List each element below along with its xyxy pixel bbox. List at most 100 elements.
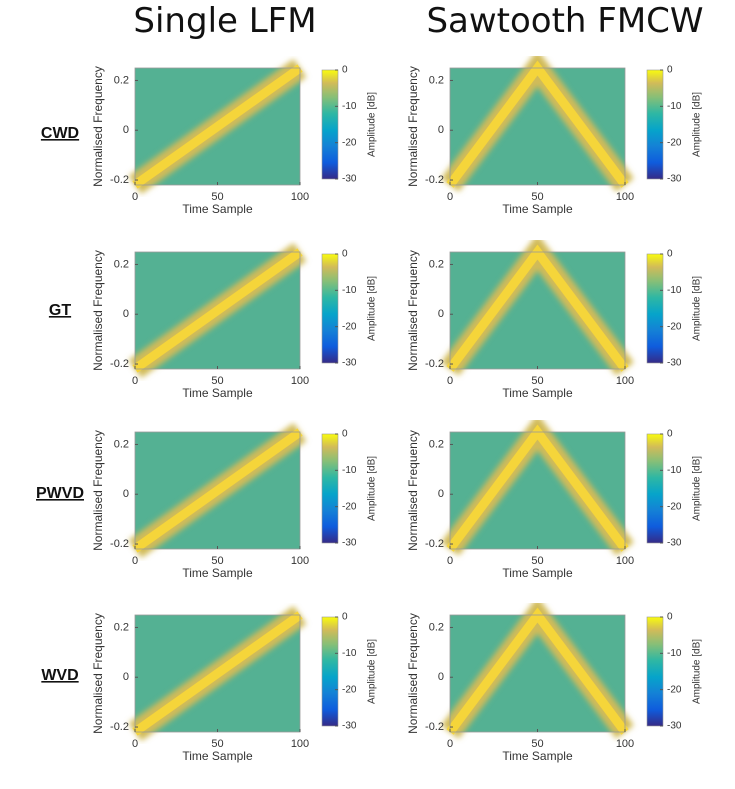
x-axis-label: Time Sample [502,749,573,763]
colorbar [646,616,664,727]
colorbar-label: Amplitude [dB] [367,456,378,521]
x-tick-label: 50 [211,555,223,567]
texture [450,252,625,369]
colorbar-tick-label: -20 [342,684,357,695]
colorbar-tick-label: 0 [667,612,673,623]
colorbar-tick-label: 0 [342,612,348,623]
x-tick-label: 100 [616,738,634,750]
y-tick-label: -0.2 [425,538,444,550]
x-axis-label: Time Sample [502,386,573,400]
colorbar-tick-label: -10 [342,465,357,476]
x-tick-label: 50 [211,738,223,750]
x-axis-label: Time Sample [502,566,573,580]
y-tick-label: -0.2 [425,721,444,733]
texture [450,432,625,549]
y-tick-label: 0.2 [429,438,444,450]
column-title: Single LFM [133,1,316,41]
y-tick-label: -0.2 [110,721,129,733]
colorbar-label: Amplitude [dB] [367,92,378,157]
colorbar-label: Amplitude [dB] [692,276,703,341]
plot-area [450,252,625,369]
y-tick-label: 0.2 [429,621,444,633]
x-axis-label: Time Sample [182,566,253,580]
colorbar-tick-label: -10 [342,101,357,112]
x-tick-label: 100 [291,738,309,750]
x-tick-label: 50 [531,555,543,567]
colorbar-label: Amplitude [dB] [692,639,703,704]
colorbar-tick-label: -30 [667,174,682,185]
x-axis-label: Time Sample [182,386,253,400]
colorbar-tick-label: -30 [342,174,357,185]
y-axis-label: Normalised Frequency [406,66,420,187]
colorbar [646,433,664,544]
x-tick-label: 100 [616,555,634,567]
x-tick-label: 0 [132,375,138,387]
y-tick-label: 0 [123,124,129,136]
y-axis-label: Normalised Frequency [406,613,420,734]
colorbar-tick-label: -20 [667,137,682,148]
y-tick-label: 0.2 [429,258,444,270]
y-tick-label: 0.2 [114,438,129,450]
x-tick-label: 0 [447,375,453,387]
colorbar-tick-label: 0 [667,429,673,440]
plot-area [450,615,625,732]
colorbar-tick-label: -30 [342,358,357,369]
row-label: WVD [41,667,78,684]
row-label: CWD [41,125,79,142]
colorbar-tick-label: -10 [342,648,357,659]
colorbar-label: Amplitude [dB] [692,456,703,521]
y-tick-label: 0 [123,308,129,320]
y-tick-label: 0.2 [114,74,129,86]
x-tick-label: 100 [291,375,309,387]
plot-area [450,68,625,185]
x-tick-label: 0 [132,555,138,567]
colorbar [321,433,339,544]
colorbar-tick-label: -20 [667,501,682,512]
colorbar-tick-label: -20 [667,321,682,332]
x-tick-label: 0 [447,191,453,203]
texture [450,615,625,732]
x-tick-label: 0 [447,555,453,567]
colorbar-tick-label: -10 [667,648,682,659]
colorbar [646,69,664,180]
x-tick-label: 100 [291,191,309,203]
y-tick-label: 0 [123,671,129,683]
colorbar-tick-label: -10 [667,465,682,476]
y-tick-label: -0.2 [110,174,129,186]
y-axis-label: Normalised Frequency [91,613,105,734]
x-tick-label: 0 [447,738,453,750]
colorbar [321,253,339,364]
y-tick-label: 0 [438,488,444,500]
y-axis-label: Normalised Frequency [91,430,105,551]
texture [450,68,625,185]
y-tick-label: 0 [438,124,444,136]
x-tick-label: 100 [616,191,634,203]
y-tick-label: 0 [438,308,444,320]
colorbar-tick-label: 0 [667,65,673,76]
y-tick-label: 0.2 [114,258,129,270]
y-axis-label: Normalised Frequency [406,430,420,551]
y-tick-label: 0.2 [429,74,444,86]
colorbar-tick-label: 0 [342,249,348,260]
colorbar-tick-label: -10 [667,285,682,296]
x-tick-label: 100 [616,375,634,387]
colorbar [321,616,339,727]
colorbar-tick-label: 0 [342,65,348,76]
y-axis-label: Normalised Frequency [91,250,105,371]
x-tick-label: 100 [291,555,309,567]
x-tick-label: 50 [531,738,543,750]
y-tick-label: 0 [123,488,129,500]
row-label: PWVD [36,485,84,502]
colorbar-label: Amplitude [dB] [692,92,703,157]
ridge [132,611,303,736]
x-axis-label: Time Sample [502,202,573,216]
